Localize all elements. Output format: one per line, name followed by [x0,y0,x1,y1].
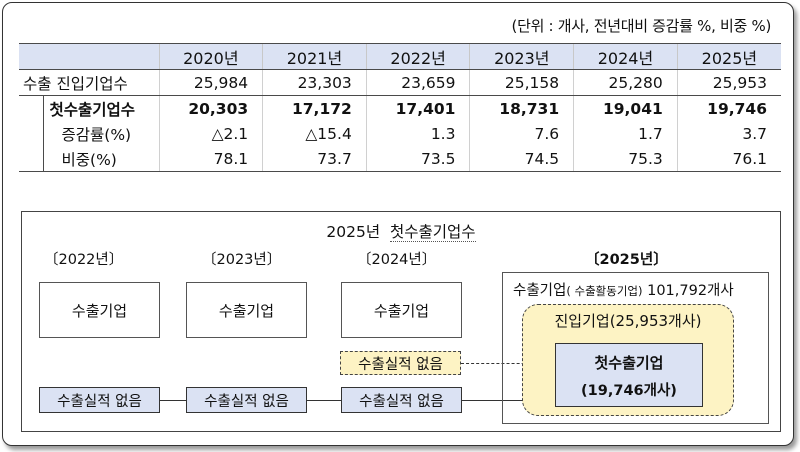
table-cell: 18,731 [469,95,574,121]
table-header-row: 2020년 2021년 2022년 2023년 2024년 2025년 [19,43,781,70]
table-cell: 17,172 [262,95,367,121]
connector-line [307,400,341,401]
table-cell: 74.5 [469,146,574,172]
table-cell: 20,303 [158,95,263,121]
table-cell: 25,280 [573,69,678,96]
indent-spacer [19,121,43,146]
active-exporters-box-2025: 수출기업( 수출활동기업) 101,792개사 [502,272,769,424]
active-exporters-label: 수출기업( 수출활동기업) 101,792개사 [513,279,734,300]
table-cell: 1.7 [573,121,678,146]
active-exporters-note: ( 수출활동기업) [566,284,643,298]
table-cell: 7.6 [469,121,574,146]
indent-spacer [19,146,43,172]
table-cell: 25,984 [158,69,263,96]
connector-line [462,400,555,401]
exporter-box-2022: 수출기업 [39,282,160,338]
table-cell: △2.1 [158,121,263,146]
table-cell: 3.7 [676,121,781,146]
row-label: 수출 진입기업수 [19,69,159,96]
row-label: 비중(%) [42,146,159,172]
dashed-connector-line [461,363,555,364]
year-label-2023: 〔2023년〕 [202,252,282,268]
row-label: 증감률(%) [42,121,159,146]
table-cell: 25,953 [676,69,781,96]
diagram-title-main: 첫수출기업수 [390,223,476,242]
entry-companies-label: 진입기업(25,953개사) [554,312,702,330]
exporter-box-2024: 수출기업 [341,282,462,338]
first-exporters-name: 첫수출기업 [594,354,664,372]
first-exporters-box-2025: 첫수출기업 (19,746개사) [555,343,703,407]
year-header: 2022년 [365,43,470,70]
table-cell: 19,041 [573,95,678,121]
table-cell: 1.3 [365,121,470,146]
unit-note: (단위 : 개사, 전년대비 증감률 %, 비중 %) [511,17,772,35]
first-exporters-count: (19,746개사) [581,383,677,399]
table-cell: 23,303 [262,69,367,96]
diagram-title-year: 2025년 [326,223,381,241]
year-header: 2025년 [676,43,781,70]
active-exporters-main: 수출기업 [513,283,567,299]
table-cell: 73.7 [262,146,367,172]
year-label-2024: 〔2024년〕 [357,252,437,268]
header-corner [19,43,159,70]
year-header: 2024년 [573,43,678,70]
year-label-2025: 〔2025년〕 [585,252,668,268]
diagram-title: 2025년 첫수출기업수 [22,220,780,242]
table-cell: 25,158 [469,69,574,96]
export-entry-table: 2020년 2021년 2022년 2023년 2024년 2025년 수출 진… [19,43,781,172]
year-header: 2021년 [262,43,367,70]
no-record-box-2022: 수출실적 없음 [39,387,160,413]
first-exporter-diagram: 2025년 첫수출기업수 〔2022년〕 〔2023년〕 〔2024년〕 〔20… [21,211,781,432]
year-header: 2020년 [158,43,263,70]
year-header: 2023년 [469,43,574,70]
table-cell: 23,659 [365,69,470,96]
report-frame: (단위 : 개사, 전년대비 증감률 %, 비중 %) 2020년 2021년 … [2,2,794,446]
table-row-share: 비중(%) 78.1 73.7 73.5 74.5 75.3 76.1 [19,146,781,172]
table-row-growth-rate: 증감률(%) △2.1 △15.4 1.3 7.6 1.7 3.7 [19,121,781,146]
table-row-entry-companies: 수출 진입기업수 25,984 23,303 23,659 25,158 25,… [19,69,781,96]
exporter-box-2023: 수출기업 [186,282,307,338]
row-label: 첫수출기업수 [42,95,159,121]
connector-line [160,400,186,401]
table-cell: 78.1 [158,146,263,172]
table-cell: 76.1 [676,146,781,172]
no-record-box-2024: 수출실적 없음 [341,387,462,413]
indent-spacer [19,96,43,122]
table-row-first-exporters: 첫수출기업수 20,303 17,172 17,401 18,731 19,04… [19,95,781,122]
no-record-box-2023: 수출실적 없음 [186,387,307,413]
table-cell: 19,746 [676,95,781,121]
table-cell: 17,401 [365,95,470,121]
table-cell: △15.4 [262,121,367,146]
no-record-box-2024-upper: 수출실적 없음 [340,351,461,375]
table-cell: 75.3 [573,146,678,172]
active-exporters-count: 101,792개사 [647,283,734,299]
table-cell: 73.5 [365,146,470,172]
year-label-2022: 〔2022년〕 [44,252,124,268]
